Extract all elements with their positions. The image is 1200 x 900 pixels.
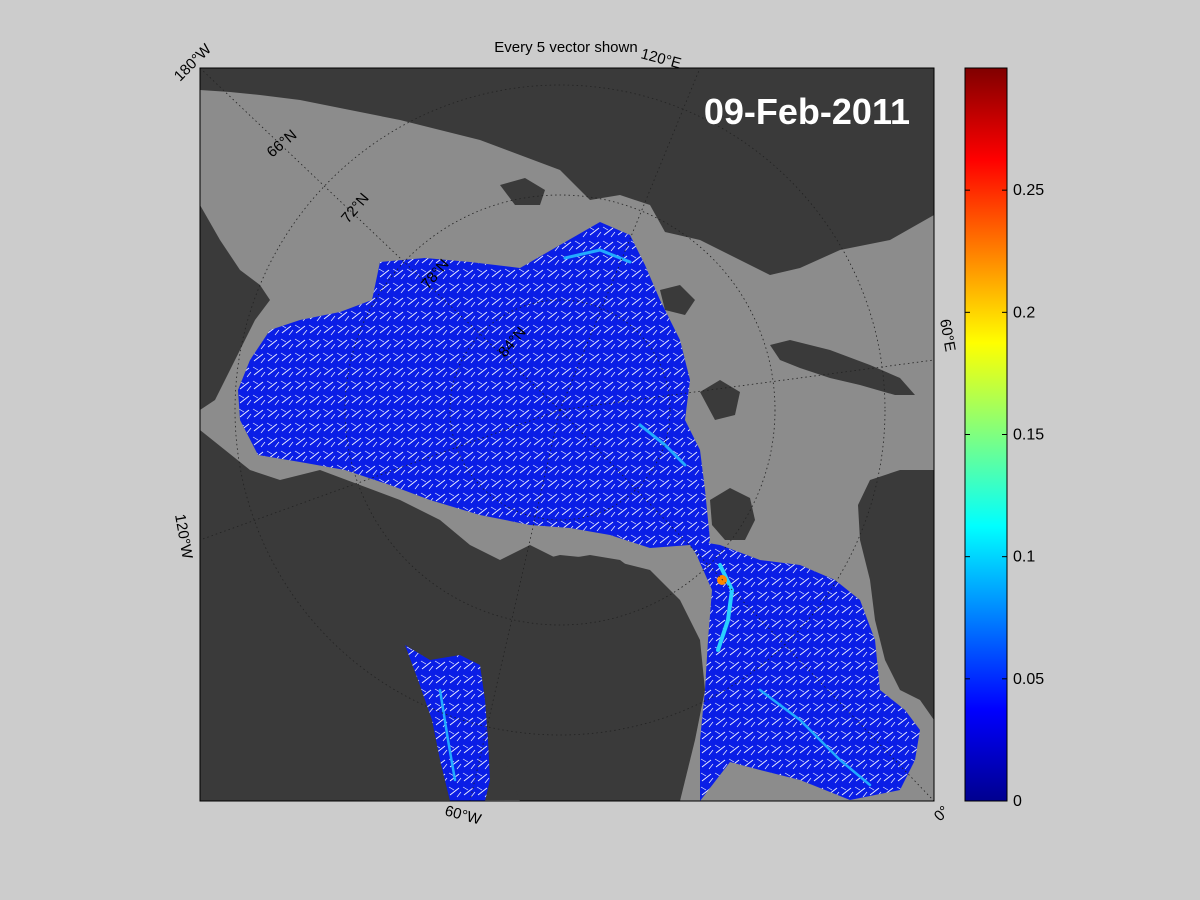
lon-label-0: 0°	[931, 803, 953, 825]
high-speed-streaks	[438, 248, 872, 787]
land-new-siberian	[500, 178, 545, 205]
colorbar-gradient	[964, 67, 1008, 802]
colorbar-tick-label: 0.2	[1013, 304, 1035, 321]
colorbar-tick-label: 0.05	[1013, 671, 1044, 688]
colorbar-ticks: 0 0.05 0.1 0.15 0.2 0.25	[965, 182, 1044, 810]
land-svalbard	[710, 488, 755, 540]
plot-title: Every 5 vector shown	[494, 39, 637, 56]
land-alaska	[200, 205, 270, 410]
land-novaya-zemlya	[770, 340, 915, 395]
land-franz-josef	[700, 380, 740, 420]
colorbar: 0 0.05 0.1 0.15 0.2 0.25	[964, 67, 1044, 810]
lon-label-60e: 60°E	[936, 318, 958, 353]
graticule	[200, 68, 934, 801]
colorbar-tick-label: 0.15	[1013, 427, 1044, 444]
land-scandinavia	[858, 470, 934, 720]
colorbar-tick-label: 0.1	[1013, 549, 1035, 566]
land-greenland	[500, 555, 705, 801]
map-frame	[199, 67, 935, 802]
lon-label-60w: 60°W	[443, 802, 484, 828]
date-label: 09-Feb-2011	[704, 91, 910, 132]
colorbar-tick-label: 0	[1013, 793, 1022, 810]
land-severnaya	[660, 285, 695, 315]
velocity-vectors	[238, 222, 920, 801]
map-axes	[200, 68, 934, 801]
colorbar-tick-label: 0.25	[1013, 182, 1044, 199]
lon-label-120w: 120°W	[171, 513, 196, 561]
land-siberia	[200, 68, 934, 275]
